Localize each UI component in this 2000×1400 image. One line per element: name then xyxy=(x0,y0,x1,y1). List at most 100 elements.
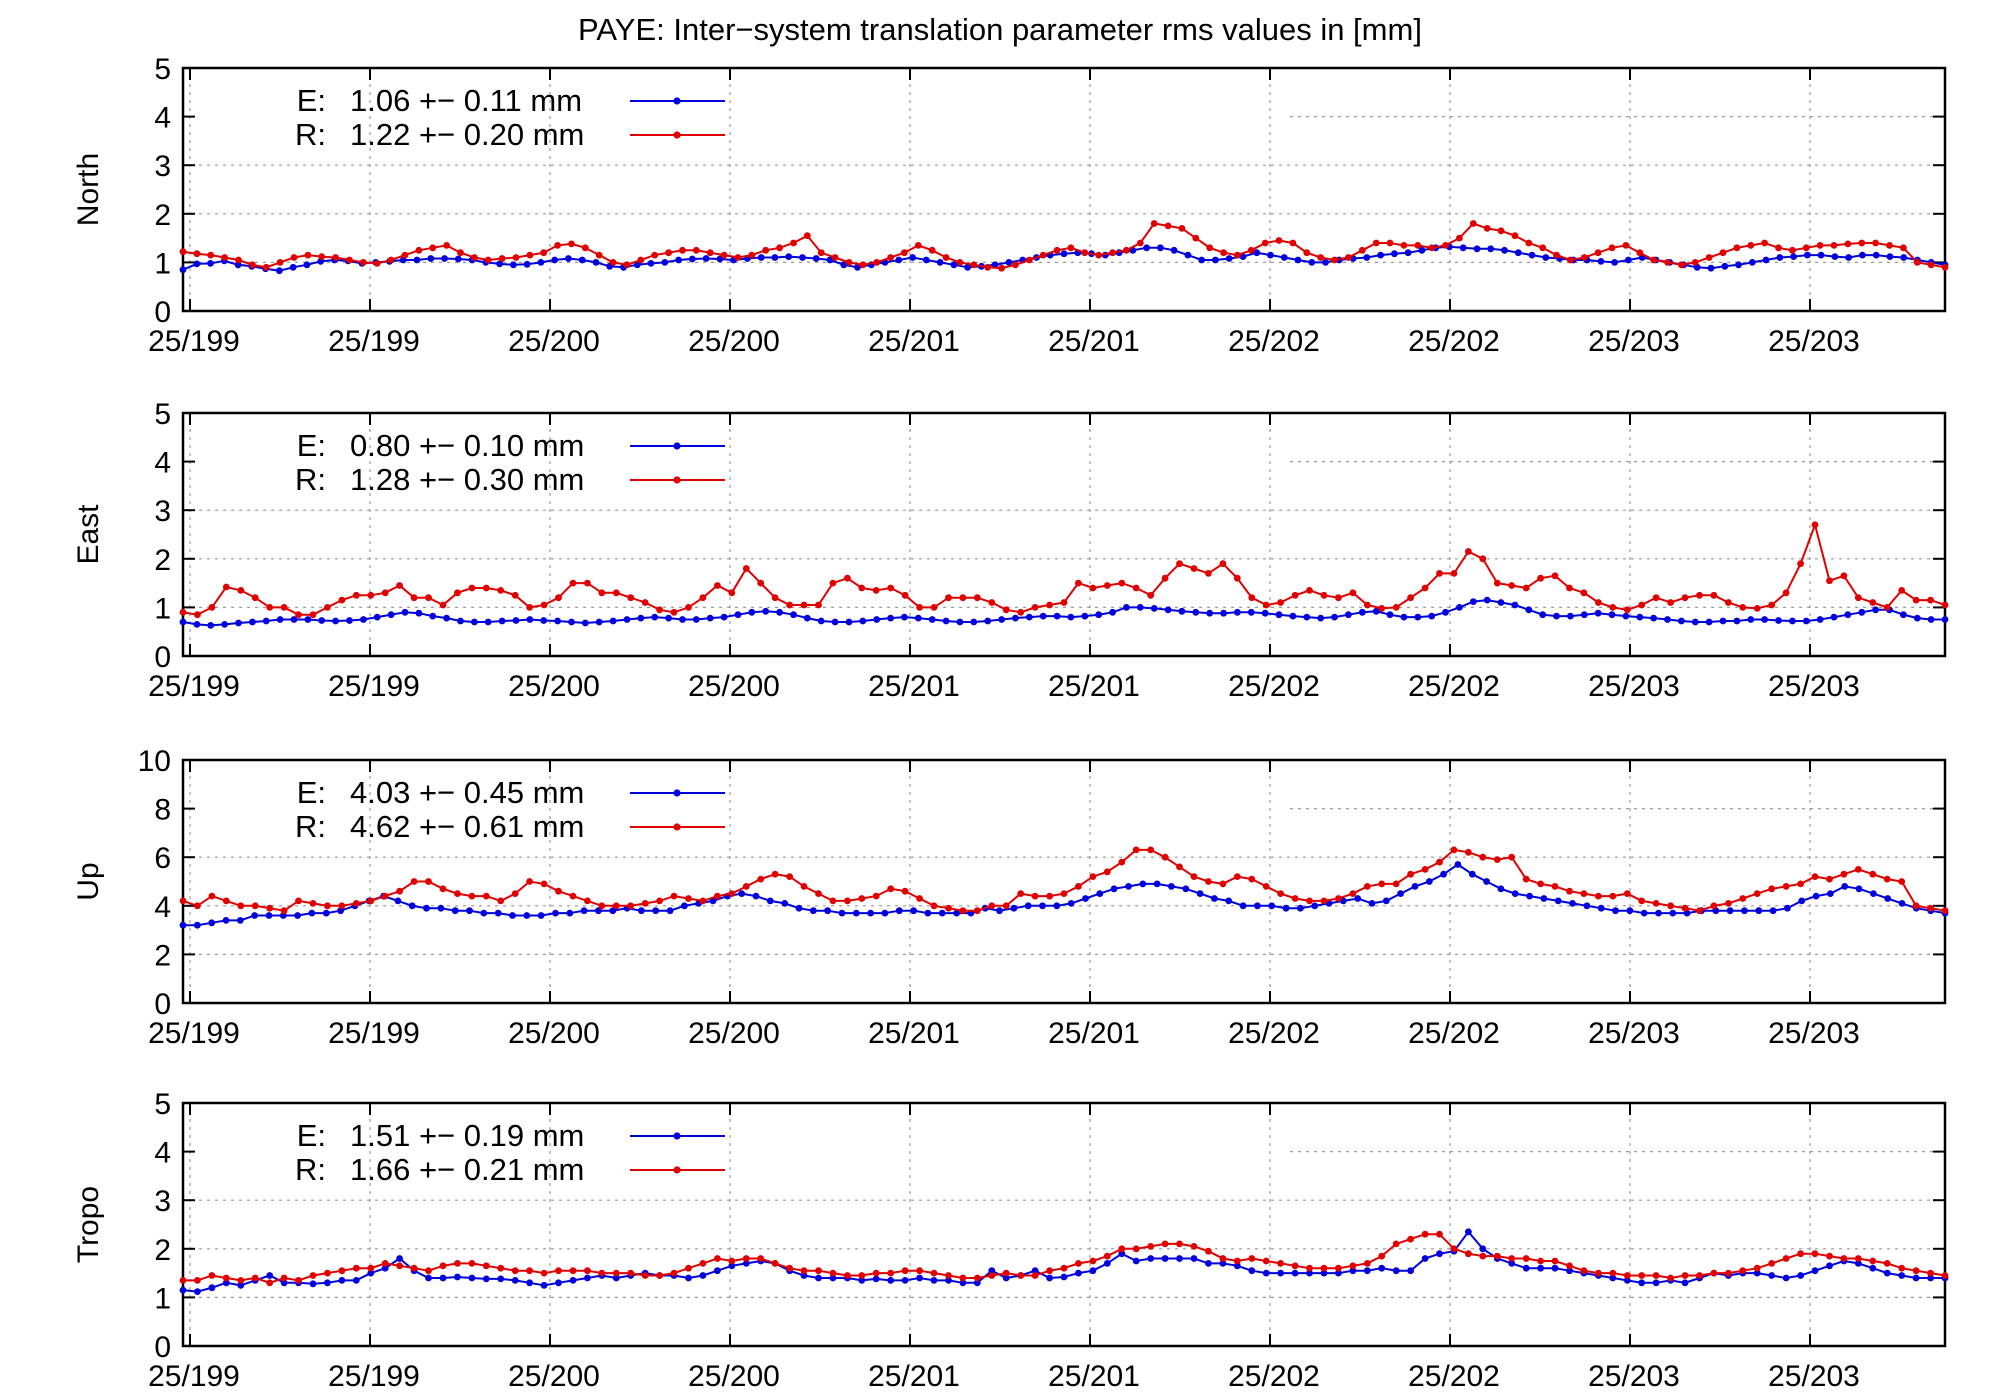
data-point-R xyxy=(1335,895,1342,902)
data-point-R xyxy=(266,1279,274,1287)
data-point-R xyxy=(262,263,270,271)
data-point-R xyxy=(1192,234,1200,242)
data-point-E xyxy=(1025,613,1033,621)
legend-value-label: 1.22 +− 0.20 mm xyxy=(350,117,584,152)
data-point-R xyxy=(415,246,423,254)
legend-value-label: 1.66 +− 0.21 mm xyxy=(350,1152,584,1187)
data-point-E xyxy=(1282,904,1290,912)
data-point-R xyxy=(1320,591,1328,599)
data-point-R xyxy=(1046,892,1053,900)
data-point-R xyxy=(1667,902,1674,910)
data-point-R xyxy=(928,246,936,254)
data-point-E xyxy=(998,616,1005,623)
data-point-R xyxy=(1768,885,1776,893)
data-point-E xyxy=(1487,245,1495,253)
data-point-R xyxy=(555,594,562,602)
x-tick-label: 25/202 xyxy=(1228,1017,1320,1050)
data-point-R xyxy=(1421,1230,1429,1238)
y-axis-label: East xyxy=(72,504,105,565)
data-point-R xyxy=(1927,596,1934,604)
data-point-E xyxy=(1812,892,1820,900)
data-point-E xyxy=(950,261,958,269)
data-point-E xyxy=(482,1275,490,1283)
data-point-R xyxy=(815,601,822,609)
data-point-R xyxy=(1883,604,1891,611)
data-point-R xyxy=(762,246,770,254)
data-point-E xyxy=(661,259,669,266)
x-tick-label: 25/200 xyxy=(508,1360,600,1393)
data-point-R xyxy=(367,591,375,599)
data-point-E xyxy=(425,1274,432,1282)
data-point-E xyxy=(1289,612,1297,620)
data-point-R xyxy=(1060,890,1068,897)
data-point-R xyxy=(714,892,721,900)
data-point-E xyxy=(415,609,423,617)
data-point-R xyxy=(1025,256,1033,264)
data-point-R xyxy=(324,902,331,910)
series-line-E xyxy=(182,1230,1945,1293)
data-point-E xyxy=(235,619,242,627)
data-point-R xyxy=(1205,570,1212,577)
data-point-E xyxy=(1418,246,1426,254)
data-point-E xyxy=(1248,1267,1256,1275)
data-point-E xyxy=(757,254,765,261)
data-point-E xyxy=(1762,256,1770,264)
data-point-R xyxy=(998,264,1005,272)
data-point-E xyxy=(858,1277,866,1284)
data-point-E xyxy=(1161,1255,1169,1262)
data-point-E xyxy=(480,909,488,917)
data-point-E xyxy=(953,909,960,917)
y-tick-label: 2 xyxy=(154,939,171,972)
data-point-R xyxy=(1636,249,1644,257)
data-point-R xyxy=(844,574,851,582)
data-point-E xyxy=(1782,1274,1790,1282)
data-point-R xyxy=(584,897,591,905)
data-point-R xyxy=(656,1272,663,1279)
data-point-R xyxy=(959,907,967,915)
data-point-R xyxy=(901,249,908,257)
data-point-R xyxy=(249,261,256,269)
data-point-R xyxy=(728,589,736,597)
data-point-R xyxy=(914,242,922,249)
data-point-R xyxy=(1508,1255,1516,1262)
x-tick-label: 25/202 xyxy=(1408,1360,1500,1393)
data-point-E xyxy=(1483,878,1490,885)
data-point-R xyxy=(1609,604,1617,611)
data-point-E xyxy=(1526,892,1533,900)
data-point-R xyxy=(916,1267,923,1275)
data-point-E xyxy=(1566,1267,1573,1275)
y-tick-label: 0 xyxy=(154,988,171,1021)
data-point-R xyxy=(324,604,331,611)
data-point-E xyxy=(1247,608,1255,616)
y-tick-label: 4 xyxy=(154,447,171,480)
data-point-E xyxy=(1046,1274,1053,1282)
data-point-R xyxy=(1161,853,1169,861)
legend-series-label: E: xyxy=(297,775,326,810)
data-point-R xyxy=(237,1277,245,1284)
data-point-R xyxy=(1595,599,1602,606)
data-point-E xyxy=(752,892,760,900)
data-point-E xyxy=(360,616,367,623)
data-point-R xyxy=(930,1269,938,1277)
data-point-R xyxy=(1349,890,1357,897)
data-point-E xyxy=(1220,609,1227,617)
data-point-R xyxy=(1537,574,1544,582)
data-point-E xyxy=(688,255,696,263)
data-point-R xyxy=(1898,587,1906,594)
data-point-E xyxy=(1109,608,1116,616)
data-point-R xyxy=(1219,880,1227,888)
data-point-E xyxy=(1941,616,1949,623)
data-point-R xyxy=(1262,1257,1270,1265)
x-tick-label: 25/203 xyxy=(1768,670,1860,703)
data-point-E xyxy=(1268,902,1276,910)
data-point-E xyxy=(1206,609,1214,617)
data-point-E xyxy=(706,614,714,622)
data-point-R xyxy=(1206,244,1214,252)
data-point-R xyxy=(482,892,490,900)
data-point-R xyxy=(1753,605,1761,612)
data-point-R xyxy=(1303,249,1311,257)
data-point-R xyxy=(1176,863,1183,871)
data-point-R xyxy=(1623,890,1631,897)
data-point-R xyxy=(1176,560,1183,568)
legend-marker-R xyxy=(673,476,681,484)
